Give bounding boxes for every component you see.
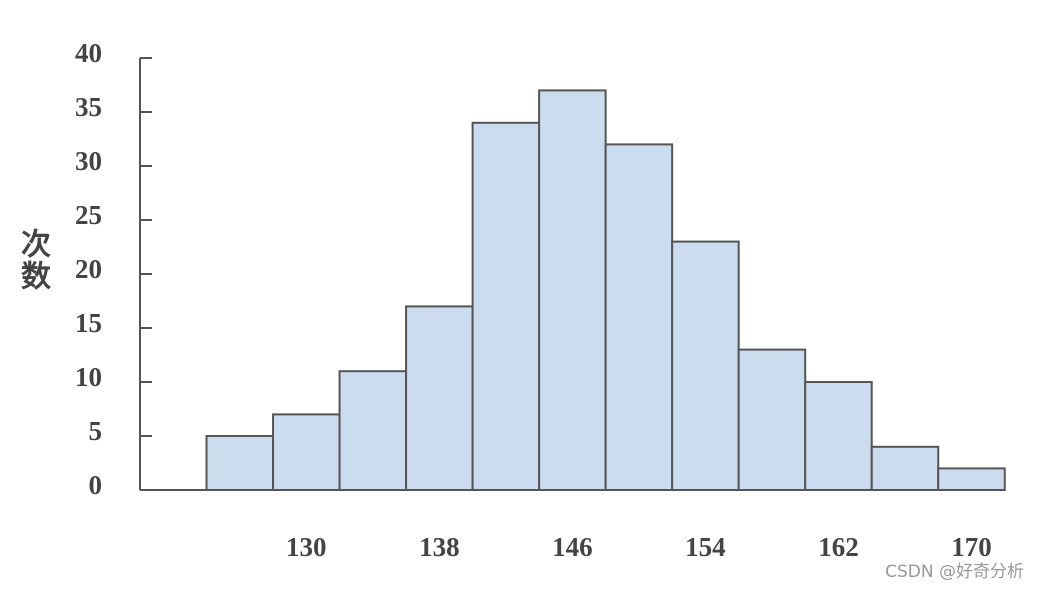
y-tick-label: 35 <box>75 92 102 122</box>
y-tick-label: 15 <box>75 308 102 338</box>
bar <box>671 240 740 491</box>
bar <box>471 121 541 492</box>
bar <box>937 467 1006 491</box>
x-tick-label: 130 <box>286 532 327 562</box>
x-tick-label: 154 <box>685 532 726 562</box>
bar <box>338 370 408 492</box>
bar <box>272 413 341 491</box>
x-tick-label: 170 <box>951 532 992 562</box>
bar <box>604 143 674 491</box>
bar <box>538 89 607 492</box>
x-tick-label: 138 <box>419 532 460 562</box>
watermark: CSDN @好奇分析 <box>885 562 1024 582</box>
bar <box>205 435 275 491</box>
x-tick-label: 162 <box>818 532 859 562</box>
bar <box>870 445 940 491</box>
y-tick-label: 30 <box>75 146 102 176</box>
bar <box>405 305 474 491</box>
y-axis-label: 次数 <box>15 228 50 292</box>
x-tick-label: 146 <box>552 532 593 562</box>
y-tick-label: 5 <box>89 416 103 446</box>
y-tick-label: 25 <box>75 200 102 230</box>
bar <box>737 348 807 491</box>
bar <box>804 381 873 491</box>
y-tick-label: 10 <box>75 362 102 392</box>
y-tick-label: 20 <box>75 254 102 284</box>
y-tick-label: 40 <box>75 38 102 68</box>
y-tick-label: 0 <box>89 470 103 500</box>
